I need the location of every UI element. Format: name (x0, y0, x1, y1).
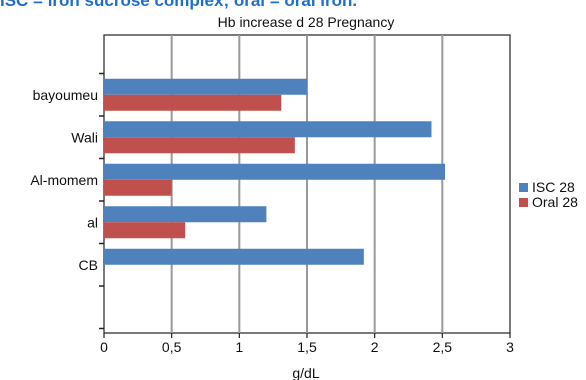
bar-isc-28 (104, 163, 446, 180)
x-tick-label: 0 (100, 339, 108, 355)
plot-area: 0 0,5 1 1,5 2 2,5 3 bayoumeu Wali Al-momem al CB ISC… (30, 34, 578, 355)
x-tick-label: 2,5 (433, 339, 453, 355)
bar-isc-28 (104, 78, 307, 95)
legend-swatch (519, 198, 528, 207)
y-tick-label: Wali (71, 129, 98, 145)
y-tick-label: CB (79, 257, 98, 273)
x-tick-label: 0,5 (162, 339, 182, 355)
bar-isc-28 (104, 206, 267, 223)
header-banner: ISC = iron sucrose complex; oral = oral … (0, 0, 358, 10)
chart-title: Hb increase d 28 Pregnancy (218, 14, 395, 30)
bar-isc-28 (104, 248, 364, 265)
legend-label: Oral 28 (532, 194, 578, 210)
x-tick-label: 2 (371, 339, 379, 355)
y-tick-label: Al-momem (30, 172, 98, 188)
x-tick-label: 1 (235, 339, 243, 355)
bar-oral-28 (104, 94, 282, 111)
bar-oral-28 (104, 179, 172, 196)
bar-oral-28 (104, 137, 295, 154)
x-tick-label: 1,5 (297, 339, 317, 355)
x-tick-label: 3 (506, 339, 514, 355)
y-tick-label: al (87, 214, 98, 230)
legend-label: ISC 28 (532, 179, 575, 195)
bar-isc-28 (104, 121, 432, 138)
legend-swatch (519, 183, 528, 192)
y-tick-label: bayoumeu (33, 87, 98, 103)
bar-oral-28 (104, 222, 186, 239)
x-axis-label: g/dL (292, 365, 319, 380)
